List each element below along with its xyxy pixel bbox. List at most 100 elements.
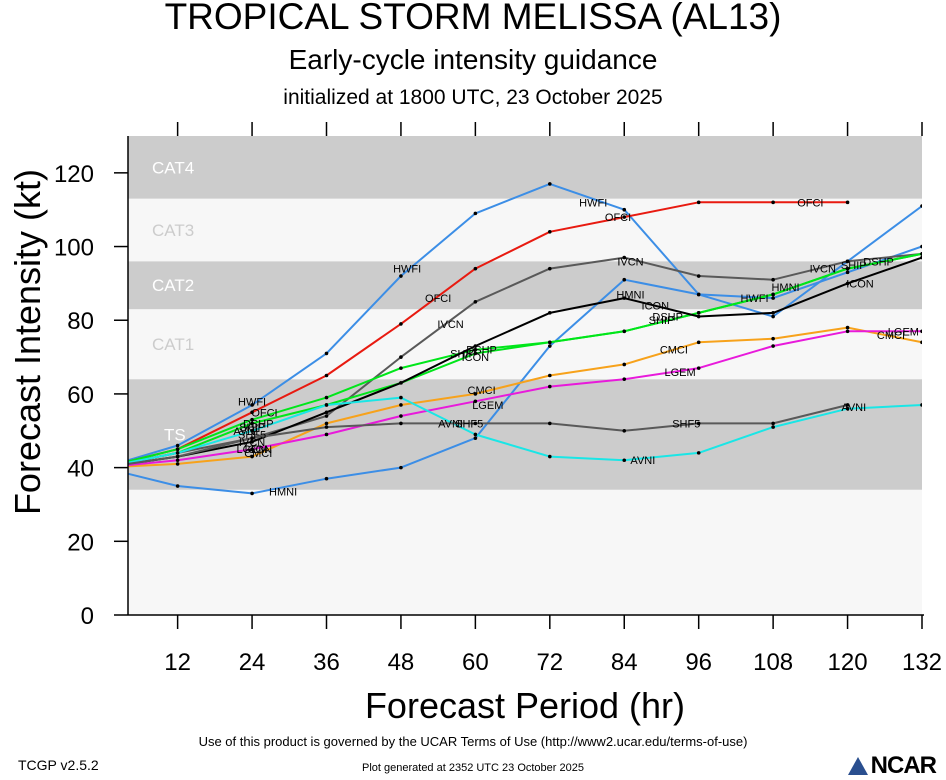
series-label-ship: SHIP — [841, 260, 867, 272]
data-point-icon — [250, 440, 254, 444]
data-point-cmci — [399, 403, 403, 407]
x-tick-label: 36 — [313, 649, 340, 676]
data-point-shf5 — [473, 421, 478, 426]
series-label-hwfi: HWFI — [238, 396, 266, 408]
data-point-ofci — [548, 230, 552, 234]
series-label-ivcn: IVCN — [810, 264, 836, 276]
band-label-cat1: CAT1 — [152, 335, 194, 354]
data-point-avni — [771, 425, 775, 429]
series-label-icon: ICON — [642, 300, 670, 312]
series-label-hwfi: HWFI — [393, 264, 421, 276]
y-tick-label: 20 — [67, 529, 94, 556]
series-label-hmni: HMNI — [269, 487, 297, 499]
data-point-hmni — [399, 465, 403, 470]
data-point-ivcn — [771, 277, 775, 282]
data-point-avni — [845, 406, 850, 411]
data-point-lgem — [696, 366, 701, 370]
data-point-lgem — [845, 329, 850, 334]
series-label-dshp: DSHP — [243, 418, 274, 430]
data-point-hmni — [250, 491, 254, 496]
data-point-hmni — [175, 484, 180, 488]
band-label-ts: TS — [164, 425, 186, 444]
x-tick-label: 24 — [239, 649, 266, 676]
series-line-hmni — [128, 245, 922, 495]
band-cat3 — [128, 198, 922, 262]
y-tick-label: 100 — [54, 235, 94, 262]
data-point-shf5 — [845, 403, 850, 407]
chart-title: TROPICAL STORM MELISSA (AL13) — [164, 0, 782, 37]
series-label-ship: SHIP — [649, 315, 675, 327]
data-point-ofci — [473, 266, 478, 271]
series-line-cmci — [128, 326, 922, 468]
data-point-shf5 — [696, 421, 701, 426]
data-point-avni — [696, 451, 701, 455]
y-tick-label: 120 — [54, 161, 94, 188]
series-label-ofci: OFCI — [425, 293, 451, 305]
data-point-lgem — [622, 377, 627, 381]
data-point-cmci — [324, 421, 329, 426]
data-point-hwfi — [622, 207, 627, 212]
data-point-cmci — [548, 373, 552, 378]
data-point-hmni — [920, 244, 922, 249]
data-point-ship — [771, 292, 775, 297]
data-point-ivcn — [622, 255, 627, 260]
data-point-icon — [696, 314, 701, 319]
data-point-avni — [250, 428, 254, 433]
data-point-hmni — [324, 476, 329, 481]
x-tick-label: 72 — [536, 649, 563, 676]
x-tick-label: 132 — [902, 649, 942, 676]
x-tick-label: 84 — [611, 649, 638, 676]
data-point-dshp — [175, 447, 180, 451]
data-point-shf5 — [771, 421, 775, 426]
data-point-ship — [622, 329, 627, 334]
plot-generated-time: Plot generated at 2352 UTC 23 October 20… — [362, 762, 584, 774]
series-label-shf5: SHF5 — [238, 429, 266, 441]
data-point-lgem — [920, 329, 922, 334]
series-label-cmci: CMCI — [660, 345, 688, 357]
data-point-hmni — [473, 436, 478, 440]
series-label-avni: AVNI — [630, 455, 655, 467]
data-point-ivcn — [696, 274, 701, 278]
data-point-hmni — [548, 344, 552, 348]
series-label-hwfi: HWFI — [579, 197, 607, 209]
data-point-ofci — [399, 322, 403, 326]
ncar-logo-icon — [847, 757, 868, 775]
data-point-shf5 — [548, 421, 552, 426]
data-point-dshp — [473, 347, 478, 352]
data-point-avni — [548, 454, 552, 459]
data-point-hmni — [771, 296, 775, 300]
data-point-ivcn — [399, 355, 403, 359]
data-point-cmci — [771, 336, 775, 341]
series-label-ivcn: IVCN — [617, 256, 643, 268]
band-ts — [128, 379, 922, 490]
x-tick-label: 108 — [753, 649, 793, 676]
data-point-hwfi — [548, 182, 552, 186]
series-label-lgem: LGEM — [236, 444, 267, 456]
series-label-ofci: OFCI — [251, 407, 277, 419]
series-label-hmni: HMNI — [616, 289, 644, 301]
series-label-icon: ICON — [245, 444, 273, 456]
data-point-ship — [473, 351, 478, 356]
data-point-hwfi — [696, 292, 701, 297]
data-point-cmci — [845, 325, 850, 330]
data-point-hmni — [622, 277, 627, 282]
data-point-shf5 — [250, 436, 254, 440]
chart-init-time: initialized at 1800 UTC, 23 October 2025 — [283, 86, 663, 109]
series-line-lgem — [128, 330, 922, 467]
data-point-icon — [399, 381, 403, 385]
series-label-icon: ICON — [462, 352, 490, 364]
band-label-cat2: CAT2 — [152, 276, 194, 295]
data-point-avni — [920, 403, 922, 407]
data-point-ivcn — [473, 300, 478, 304]
data-point-cmci — [473, 392, 478, 396]
data-point-shf5 — [324, 425, 329, 429]
data-point-avni — [175, 451, 180, 455]
series-label-icon: ICON — [846, 278, 874, 290]
series-line-ship — [128, 252, 922, 464]
band-cat4 — [128, 136, 922, 199]
data-point-ofci — [622, 215, 627, 219]
data-point-lgem — [548, 384, 552, 389]
series-label-hwfi: HWFI — [740, 293, 768, 305]
series-label-ship: SHIP — [239, 422, 265, 434]
